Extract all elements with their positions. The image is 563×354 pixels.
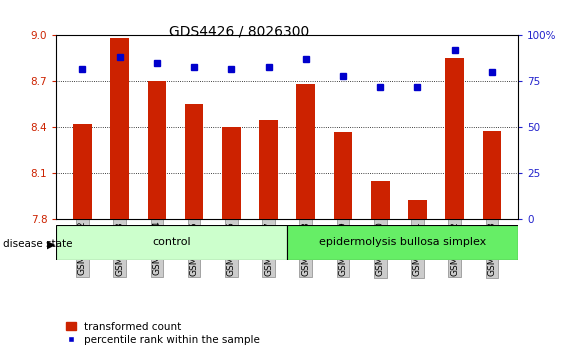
Bar	[222, 127, 240, 219]
Text: epidermolysis bullosa simplex: epidermolysis bullosa simplex	[319, 238, 486, 247]
Bar	[445, 58, 464, 219]
Bar	[334, 132, 352, 219]
Text: control: control	[153, 238, 191, 247]
Bar	[371, 181, 390, 219]
Bar	[408, 200, 427, 219]
Bar	[56, 225, 287, 260]
Text: GDS4426 / 8026300: GDS4426 / 8026300	[169, 25, 309, 39]
Bar	[287, 225, 518, 260]
Bar	[73, 124, 92, 219]
Bar	[482, 131, 501, 219]
Bar	[297, 85, 315, 219]
Bar	[110, 39, 129, 219]
Bar	[148, 81, 166, 219]
Text: disease state: disease state	[3, 239, 72, 249]
Bar	[185, 104, 203, 219]
Text: ▶: ▶	[47, 239, 55, 249]
Bar	[259, 120, 278, 219]
Legend: transformed count, percentile rank within the sample: transformed count, percentile rank withi…	[61, 317, 265, 349]
